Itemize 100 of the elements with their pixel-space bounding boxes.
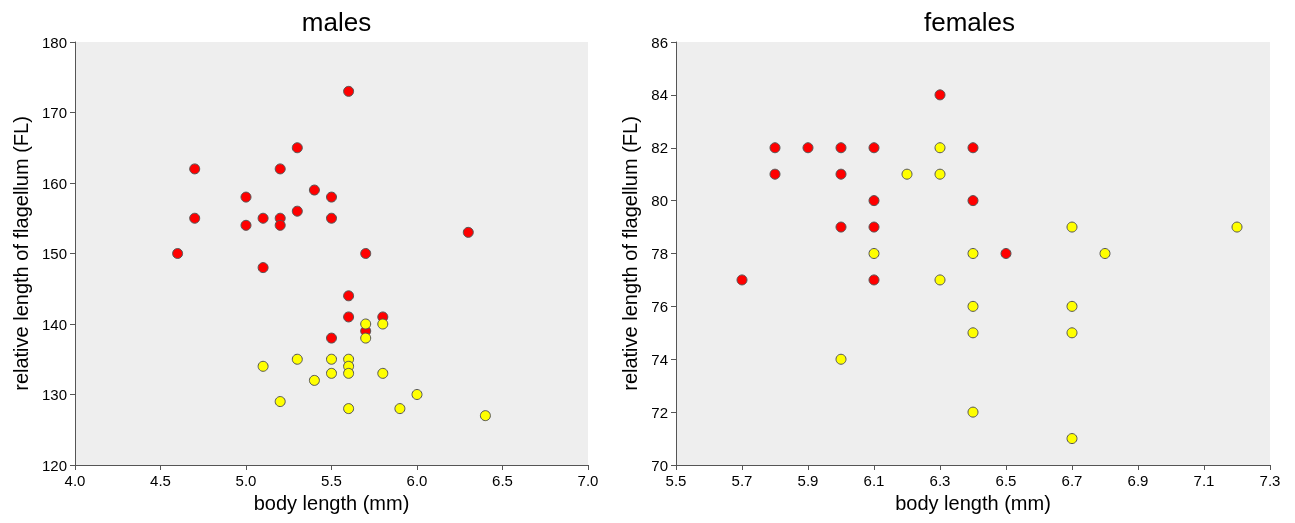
x-axis-title: body length (mm)	[895, 492, 1051, 514]
y-tick-label: 120	[41, 456, 67, 474]
point	[1066, 327, 1078, 339]
point	[326, 191, 337, 203]
point	[274, 396, 286, 408]
x-tick-label: 6.0	[406, 472, 428, 489]
x-tick-label: 7.3	[1259, 472, 1281, 489]
point	[835, 221, 847, 233]
point	[835, 353, 847, 365]
x-tick-label: 5.0	[235, 472, 257, 489]
y-tick-label: 74	[651, 350, 668, 368]
point	[257, 212, 269, 224]
point	[934, 89, 946, 101]
x-tick-label: 6.5	[995, 472, 1017, 489]
point	[360, 248, 372, 259]
point	[360, 318, 372, 330]
y-tick-label: 140	[41, 315, 67, 333]
point	[172, 248, 184, 259]
point	[868, 142, 880, 154]
point	[967, 406, 979, 418]
point	[1066, 433, 1078, 445]
point	[326, 367, 337, 379]
x-tick-label: 5.7	[731, 472, 753, 489]
point	[868, 195, 880, 207]
point	[257, 360, 269, 372]
point	[377, 318, 389, 330]
point	[967, 142, 979, 154]
point	[291, 142, 303, 154]
point	[308, 184, 320, 196]
point	[769, 168, 781, 180]
point	[967, 248, 979, 259]
y-tick-label: 72	[651, 403, 668, 421]
x-tick-label: 6.1	[863, 472, 885, 489]
point	[736, 274, 748, 286]
x-tick-label: 7.0	[577, 472, 599, 489]
y-tick-label: 160	[41, 174, 67, 192]
x-tick-label: 6.5	[492, 472, 513, 489]
x-tick-label: 4.0	[64, 472, 86, 489]
point	[240, 191, 252, 203]
point	[901, 168, 913, 180]
y-tick-label: 150	[41, 245, 67, 262]
point	[934, 142, 946, 154]
point	[291, 205, 303, 217]
point	[462, 226, 474, 238]
x-tick-label: 4.5	[150, 472, 171, 489]
point	[326, 332, 337, 344]
point	[189, 212, 201, 224]
point	[343, 290, 355, 302]
point	[274, 219, 286, 231]
point	[1066, 221, 1078, 233]
chart-title: females	[923, 7, 1016, 37]
point	[1231, 221, 1243, 233]
point	[189, 163, 201, 175]
point	[934, 274, 946, 286]
point	[967, 195, 979, 207]
point	[835, 168, 847, 180]
x-tick-label: 6.7	[1061, 472, 1083, 489]
y-axis-title: relative length of flagellum (FL)	[10, 116, 33, 391]
x-tick-label: 5.5	[321, 472, 342, 489]
point	[326, 212, 337, 224]
chart-title: males	[301, 7, 372, 37]
y-tick-label: 80	[651, 192, 668, 210]
point	[308, 374, 320, 386]
x-tick-label: 5.5	[665, 472, 687, 489]
point	[868, 221, 880, 233]
point	[291, 353, 303, 365]
y-tick-label: 86	[651, 33, 668, 51]
point	[835, 142, 847, 154]
point	[343, 403, 355, 415]
y-tick-label: 76	[651, 297, 668, 315]
point	[1099, 248, 1111, 259]
x-tick-label: 5.9	[797, 472, 819, 489]
point	[967, 327, 979, 339]
point	[967, 300, 979, 312]
point	[868, 248, 880, 259]
point	[802, 142, 814, 154]
point	[394, 403, 406, 415]
point	[769, 142, 781, 154]
point	[377, 367, 389, 379]
point	[934, 168, 946, 180]
point	[360, 332, 372, 344]
point	[1066, 300, 1078, 312]
point	[1000, 248, 1012, 259]
y-tick-label: 180	[41, 33, 67, 51]
x-tick-label: 7.1	[1193, 472, 1215, 489]
point	[343, 311, 355, 323]
point	[343, 367, 355, 379]
point	[274, 163, 286, 175]
point	[411, 389, 423, 400]
y-axis-title: relative length of flagellum (FL)	[619, 116, 641, 391]
y-tick-label: 84	[651, 86, 668, 104]
point	[257, 262, 269, 274]
x-tick-label: 6.9	[1127, 472, 1149, 489]
x-axis-title: body length (mm)	[253, 492, 410, 514]
point	[326, 353, 337, 365]
point	[343, 85, 355, 97]
y-tick-label: 130	[41, 386, 67, 403]
x-tick-label: 6.3	[929, 472, 951, 489]
y-tick-label: 82	[651, 139, 668, 157]
point	[868, 274, 880, 286]
